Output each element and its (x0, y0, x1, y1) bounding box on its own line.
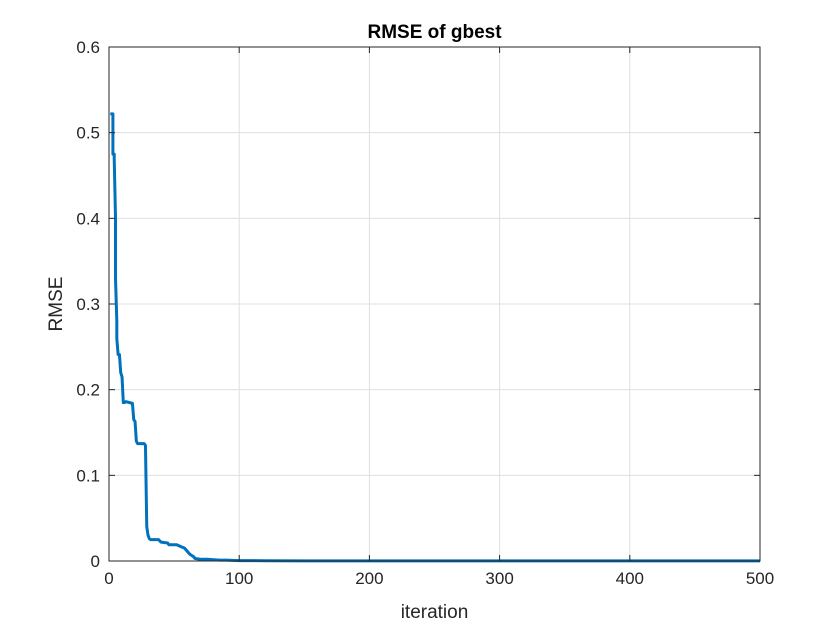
x-tick-label: 0 (104, 569, 113, 588)
y-axis-label: RMSE (46, 277, 67, 332)
y-tick-label: 0.6 (76, 38, 100, 57)
chart-title: RMSE of gbest (367, 22, 502, 43)
ticks: 0 100 200 300 400 500 0 0.1 0.2 0.3 0.4 0.5 0.6 (76, 38, 774, 588)
x-tick-label: 100 (225, 569, 253, 588)
y-tick-label: 0.1 (76, 466, 100, 485)
series-layer (110, 112, 760, 563)
y-tick-label: 0.4 (76, 209, 100, 228)
y-tick-label: 0.5 (76, 124, 100, 143)
x-tick-label: 200 (355, 569, 383, 588)
x-tick-label: 300 (485, 569, 513, 588)
grid-lines (109, 47, 760, 561)
x-tick-label: 400 (616, 569, 644, 588)
rmse-series-line (110, 112, 760, 563)
y-tick-label: 0.3 (76, 295, 100, 314)
x-tick-label: 500 (746, 569, 774, 588)
y-tick-label: 0 (91, 552, 100, 571)
x-axis-label: iteration (401, 602, 469, 623)
y-tick-label: 0.2 (76, 381, 100, 400)
